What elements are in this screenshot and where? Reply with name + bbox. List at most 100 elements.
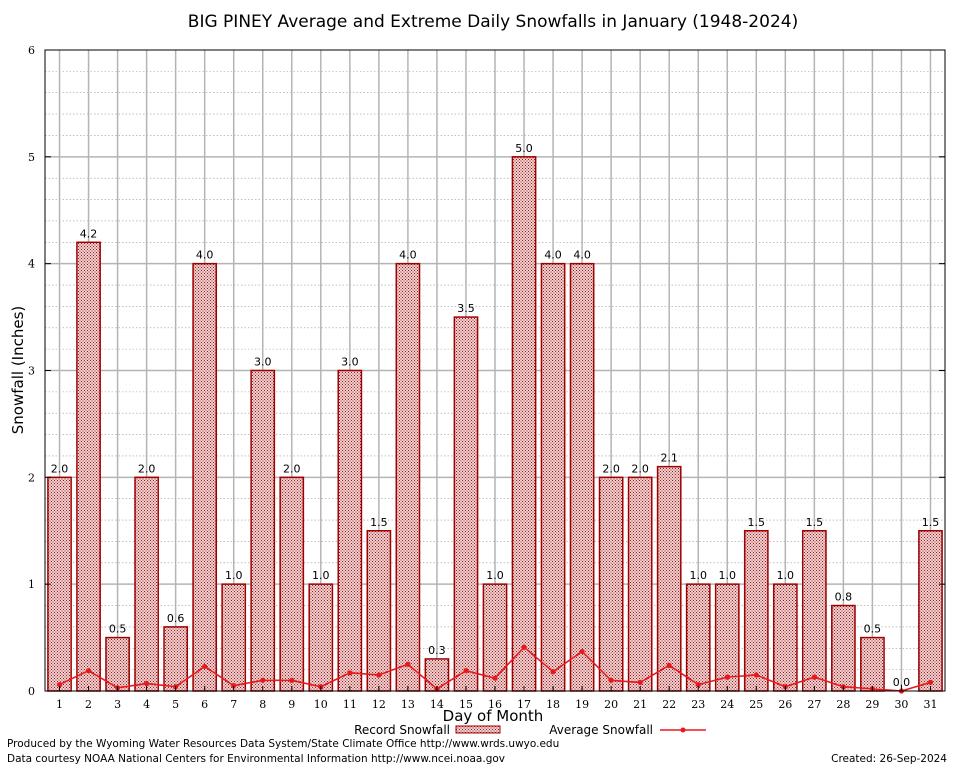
record-bar-day-13: [395, 262, 421, 692]
bar-label-day-15: 3.5: [457, 302, 475, 315]
bar-label-day-31: 1.5: [922, 516, 940, 529]
x-tick-label: 18: [546, 698, 560, 711]
record-bar-day-29: [860, 636, 885, 692]
x-tick-label: 9: [288, 698, 295, 711]
average-point-day-27: [811, 674, 817, 680]
record-bar-day-6: [192, 262, 218, 692]
y-tick-label: 4: [28, 258, 35, 271]
y-tick-label: 6: [28, 44, 35, 57]
x-tick-label: 12: [372, 698, 386, 711]
y-tick-label: 3: [28, 365, 35, 378]
x-tick-label: 17: [517, 698, 531, 711]
bar-label-day-27: 1.5: [806, 516, 824, 529]
x-tick-label: 5: [172, 698, 179, 711]
bar-label-day-13: 4.0: [399, 249, 417, 262]
x-tick-label: 24: [720, 698, 734, 711]
x-tick-label: 8: [259, 698, 266, 711]
x-tick-labels: 1 2 3 4 5 6 7 8 9 10 11 12 13 14 15 16 17 18 19 20 21 22 23 24 2…: [56, 686, 937, 711]
x-tick-label: 20: [604, 698, 618, 711]
y-tick-label: 0: [28, 685, 35, 698]
x-tick-label: 30: [894, 698, 908, 711]
x-tick-label: 7: [230, 698, 237, 711]
record-bar-day-12: [366, 530, 392, 692]
x-tick-label: 15: [459, 698, 473, 711]
x-tick-label: 16: [488, 698, 502, 711]
bar-label-day-9: 2.0: [283, 462, 301, 475]
created-date: Created: 26-Sep-2024: [831, 753, 947, 765]
y-axis-title: Snowfall (Inches): [9, 306, 27, 434]
record-bar-day-9: [279, 476, 305, 692]
record-bar-day-15: [453, 316, 479, 692]
record-bar-day-11: [337, 369, 363, 692]
bar-label-day-26: 1.0: [777, 569, 795, 582]
average-point-day-4: [144, 680, 150, 687]
x-tick-label: 23: [691, 698, 705, 711]
x-tick-label: 6: [201, 698, 208, 711]
record-bar-day-18: [540, 262, 566, 692]
x-tick-label: 14: [430, 698, 444, 711]
x-tick-label: 19: [575, 698, 589, 711]
bar-label-day-11: 3.0: [341, 356, 359, 369]
bar-label-day-2: 4.2: [80, 227, 98, 240]
average-point-day-25: [753, 672, 759, 678]
bar-label-day-10: 1.0: [312, 569, 330, 582]
average-point-day-21: [637, 679, 643, 686]
legend-record-label: Record Snowfall: [354, 723, 450, 737]
bar-label-day-3: 0.5: [109, 623, 127, 636]
average-point-day-20: [608, 677, 614, 683]
average-point-day-31: [927, 679, 934, 686]
record-bar-day-17: [511, 156, 537, 692]
bar-label-day-14: 0.3: [428, 644, 446, 657]
bar-label-day-22: 2.1: [660, 452, 678, 465]
bar-label-day-16: 1.0: [486, 569, 504, 582]
x-tick-label: 13: [401, 698, 415, 711]
bar-label-day-20: 2.0: [602, 462, 620, 475]
y-tick-labels: 0 1 2 3 4 5 6: [28, 44, 945, 698]
average-point-day-22: [666, 662, 672, 668]
average-point-day-16: [492, 675, 498, 681]
average-point-day-23: [695, 681, 701, 688]
bar-label-day-21: 2.0: [631, 462, 649, 475]
record-bars: [47, 156, 943, 692]
record-bar-day-28: [831, 604, 856, 692]
record-bar-day-8: [250, 369, 276, 692]
x-tick-label: 29: [865, 698, 879, 711]
bar-label-day-29: 0.5: [864, 623, 882, 636]
bar-label-day-4: 2.0: [138, 462, 156, 475]
record-bar-day-20: [598, 476, 624, 692]
x-tick-label: 27: [807, 698, 821, 711]
x-tick-label: 22: [662, 698, 676, 711]
average-point-day-24: [724, 674, 730, 680]
x-tick-label: 2: [85, 698, 92, 711]
x-tick-label: 10: [314, 698, 328, 711]
chart-title: BIG PINEY Average and Extreme Daily Snow…: [188, 12, 798, 32]
average-point-day-13: [405, 661, 411, 667]
average-point-day-15: [463, 668, 469, 674]
x-tick-label: 21: [633, 698, 647, 711]
bar-label-day-25: 1.5: [748, 516, 766, 529]
record-bar-day-25: [743, 530, 769, 692]
x-tick-label: 3: [114, 698, 121, 711]
bar-label-day-28: 0.8: [835, 591, 853, 604]
record-bar-day-19: [569, 262, 595, 692]
record-bar-day-1: [47, 476, 72, 692]
bar-label-day-19: 4.0: [573, 249, 591, 262]
bar-label-day-17: 5.0: [515, 142, 533, 155]
bar-label-day-12: 1.5: [370, 516, 388, 529]
bar-label-day-23: 1.0: [689, 569, 707, 582]
average-point-day-12: [376, 672, 382, 678]
average-point-day-19: [579, 648, 585, 655]
legend: Record Snowfall Average Snowfall: [354, 723, 706, 737]
credit-line-1: Produced by the Wyoming Water Resources …: [7, 738, 559, 750]
average-point-day-11: [347, 670, 353, 676]
record-bar-day-2: [76, 241, 101, 692]
x-tick-label: 11: [343, 698, 357, 711]
record-bar-day-26: [772, 583, 798, 692]
record-bar-day-27: [801, 530, 827, 692]
record-bar-day-21: [627, 476, 653, 692]
average-point-day-9: [289, 677, 295, 683]
x-tick-label: 31: [923, 698, 937, 711]
average-point-day-2: [85, 668, 92, 674]
x-tick-label: 25: [749, 698, 763, 711]
